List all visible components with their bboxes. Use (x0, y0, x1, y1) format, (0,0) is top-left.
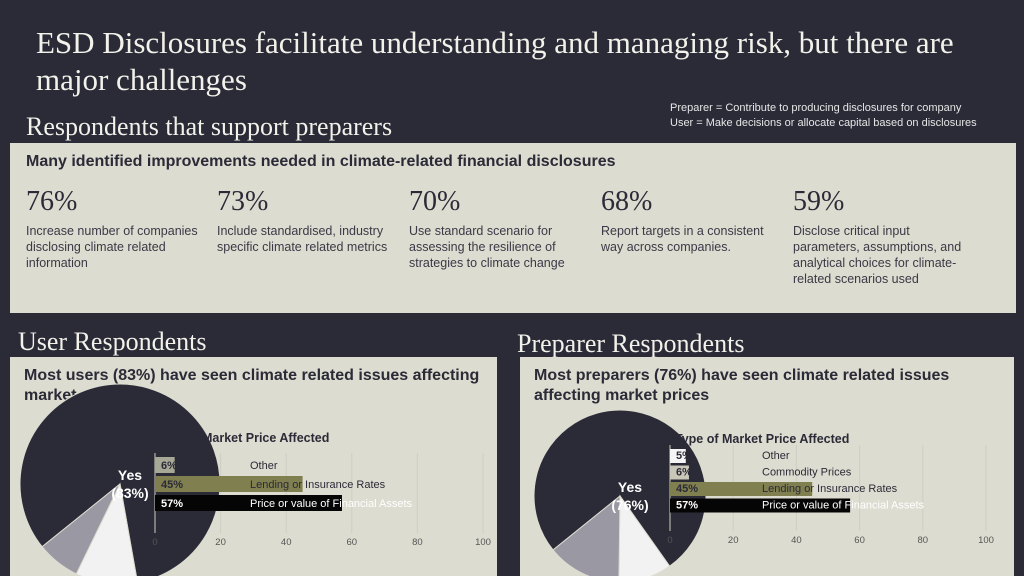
user-bars-tick-80: 80 (412, 537, 423, 548)
user-bars-bar-1-value: 6% (161, 460, 177, 472)
user-bars-tick-0: 0 (152, 537, 157, 548)
user-bars-tick-60: 60 (347, 537, 358, 548)
page-title: ESD Disclosures facilitate understanding… (36, 25, 954, 97)
user-bars-bar-1 (155, 457, 175, 473)
preparer-section-heading: Preparer Respondents (517, 329, 745, 358)
preparer-bars-bar-1-value: 5% (676, 450, 692, 462)
preparer-bars-bar-3-value: 45% (676, 483, 698, 495)
stat-2: 73% Include standardised, industry speci… (217, 187, 395, 255)
preparer-pie-slice-1 (533, 409, 707, 567)
preparer-pie-yes-value: (76%) (611, 497, 648, 513)
preparer-pie-yes-label: Yes (618, 479, 642, 495)
preparer-bars-title: Type of Market Price Affected (675, 432, 849, 446)
preparer-bars-tick-100: 100 (978, 535, 994, 546)
stat-1: 76% Increase number of companies disclos… (26, 187, 204, 271)
user-bars-category-3: Price or value of Financial Assets (250, 498, 413, 510)
preparer-bars-bar-4 (670, 498, 851, 513)
user-bars-bar-3-value: 57% (161, 498, 183, 510)
preparer-chart: Yes (76%) Type of Market Price Affected 0 20… (533, 409, 994, 576)
preparer-bars-category-1: Other (762, 450, 790, 462)
user-pie-slice-1 (19, 383, 221, 576)
preparer-panel-heading: Most preparers (76%) have seen climate r… (534, 367, 950, 404)
stat-5-desc: Disclose critical input parameters, assu… (793, 224, 962, 286)
improvements-panel: Many identified improvements needed in c… (10, 143, 1016, 313)
stat-2-desc: Include standardised, industry specific … (217, 224, 388, 254)
preparer-bars-tick-80: 80 (918, 535, 929, 546)
user-bars-bar-3 (155, 495, 342, 511)
preparer-bars-bar-2 (670, 465, 689, 480)
user-bars-bar-2 (155, 476, 303, 492)
stat-2-pct: 73% (217, 186, 269, 217)
user-bars-tick-40: 40 (281, 537, 292, 548)
user-bars-bar-2-value: 45% (161, 479, 183, 491)
preparer-bars-category-2: Commodity Prices (762, 467, 852, 479)
preparer-bars-tick-0: 0 (667, 535, 672, 546)
preparer-bars-tick-20: 20 (728, 535, 739, 546)
preparer-bars-bar-1 (670, 449, 686, 463)
preparer-bars-category-3: Lending or Insurance Rates (762, 483, 898, 495)
stat-1-pct: 76% (26, 186, 78, 217)
preparer-bars-tick-40: 40 (791, 535, 802, 546)
user-bars-title: Type of Market Price Affected (155, 431, 329, 445)
stat-5: 59% Disclose critical input parameters, … (793, 187, 971, 287)
preparer-bars-tick-60: 60 (854, 535, 865, 546)
user-bars-tick-20: 20 (215, 537, 226, 548)
user-definition: User = Make decisions or allocate capita… (670, 117, 977, 129)
preparer-bars-bar-2-value: 6% (676, 467, 692, 479)
preparers-section-heading: Respondents that support preparers (26, 112, 393, 141)
legend-note: Preparer = Contribute to producing discl… (670, 101, 977, 131)
stat-4-pct: 68% (601, 186, 653, 217)
stat-1-desc: Increase number of companies disclosing … (26, 224, 198, 270)
preparer-pie-slice-3 (552, 494, 621, 576)
user-bars-category-1: Other (250, 460, 278, 472)
preparer-bars-bar-3 (670, 482, 813, 496)
preparer-bars-category-4: Price or value of Financial Assets (762, 500, 925, 512)
preparer-panel: Most preparers (76%) have seen climate r… (520, 357, 1014, 576)
stat-3-desc: Use standard scenario for assessing the … (409, 224, 565, 270)
user-bars-tick-100: 100 (475, 537, 491, 548)
stat-3-pct: 70% (409, 186, 461, 217)
user-panel: Most users (83%) have seen climate relat… (10, 357, 497, 576)
user-pie-slice-3 (41, 483, 121, 575)
user-bars-category-2: Lending or Insurance Rates (250, 479, 386, 491)
user-section-heading: User Respondents (18, 327, 207, 356)
stat-4: 68% Report targets in a consistent way a… (601, 187, 779, 255)
user-chart: Yes (83%) Type of Market Price Affected 0 20… (19, 383, 491, 576)
stat-3: 70% Use standard scenario for assessing … (409, 187, 587, 271)
preparer-definition: Preparer = Contribute to producing discl… (670, 102, 962, 114)
stat-5-pct: 59% (793, 186, 845, 217)
improvements-heading: Many identified improvements needed in c… (26, 153, 616, 170)
stat-4-desc: Report targets in a consistent way acros… (601, 224, 764, 254)
preparer-bars-bar-4-value: 57% (676, 500, 698, 512)
user-pie-yes-value: (83%) (111, 485, 148, 501)
preparer-pie-slice-2 (618, 494, 671, 576)
user-pie-yes-label: Yes (118, 467, 142, 483)
